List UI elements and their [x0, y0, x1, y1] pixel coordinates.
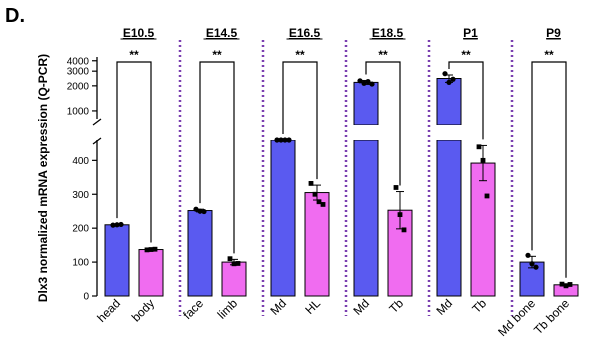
bar — [270, 139, 296, 297]
y-tick-label: 4000 — [67, 56, 90, 67]
y-tick-label: 3000 — [67, 67, 90, 78]
data-point — [559, 281, 565, 287]
group-title: E14.5 — [206, 26, 238, 40]
data-point — [114, 222, 120, 228]
data-point — [446, 79, 452, 85]
bar — [470, 162, 496, 297]
data-point — [361, 80, 367, 86]
y-axis-label: Dlx3 normalized mRNA expression (Q-PCR) — [36, 54, 50, 302]
bar — [353, 139, 379, 297]
x-tick-label: Md — [433, 296, 455, 318]
data-point — [316, 199, 322, 205]
bar-break-gap — [353, 125, 379, 140]
significance-bracket — [116, 61, 152, 243]
data-point — [525, 252, 531, 258]
data-point — [442, 71, 448, 77]
bar — [221, 261, 247, 297]
data-point — [567, 282, 573, 287]
bar — [138, 249, 164, 297]
significance-label: ** — [378, 48, 388, 62]
data-point — [118, 221, 124, 228]
data-point — [110, 222, 116, 228]
bar — [436, 139, 462, 297]
x-tick-label: body — [129, 296, 157, 324]
data-point — [227, 256, 233, 262]
data-point — [193, 206, 199, 212]
x-tick-label: limb — [215, 296, 241, 322]
data-point — [231, 261, 237, 267]
bar — [436, 78, 462, 126]
data-point — [484, 193, 490, 199]
x-tick-label: Tb — [386, 296, 406, 316]
group-title: E18.5 — [372, 26, 404, 40]
x-tick-label: Md — [350, 296, 372, 318]
data-point — [148, 247, 154, 252]
bar — [187, 210, 213, 297]
y-tick-label: 100 — [72, 258, 89, 269]
bar-break-gap — [436, 125, 462, 140]
data-point — [476, 144, 482, 150]
significance-label: ** — [129, 48, 139, 62]
significance-bracket — [365, 61, 401, 186]
data-point — [397, 212, 403, 218]
group-title: P1 — [463, 26, 478, 40]
bar — [104, 224, 130, 297]
data-point — [312, 191, 318, 197]
group-title: E16.5 — [289, 26, 321, 40]
significance-label: ** — [461, 48, 471, 62]
y-tick-label: 200 — [72, 224, 89, 235]
significance-label: ** — [212, 48, 222, 62]
data-point — [278, 137, 284, 143]
significance-bracket — [199, 61, 235, 254]
data-point — [282, 137, 288, 143]
x-tick-label: face — [180, 296, 206, 322]
x-tick-label: HL — [302, 296, 323, 317]
bar — [304, 192, 330, 297]
data-point — [401, 227, 407, 233]
x-tick-label: Tb — [469, 296, 489, 316]
x-tick-label: Md — [267, 296, 289, 318]
data-point — [152, 246, 158, 252]
bar — [353, 81, 379, 126]
y-tick-label: 400 — [72, 156, 89, 167]
x-tick-label: Tb bone — [531, 296, 572, 337]
axis-break-mark — [92, 137, 102, 145]
data-point — [393, 185, 399, 190]
data-point — [480, 157, 486, 163]
y-tick-label: 2000 — [67, 81, 90, 92]
panel-label: D. — [5, 5, 25, 27]
data-point — [197, 208, 203, 214]
plot-area: E10.5 head body ** E14.5 face limb ** E16.5 Md HL *… — [94, 26, 579, 339]
data-point — [529, 261, 535, 267]
y-tick-label: 0 — [83, 292, 89, 303]
data-point — [533, 264, 539, 270]
x-tick-label: Md bone — [495, 296, 538, 339]
data-point — [357, 78, 363, 84]
data-point — [274, 137, 280, 143]
group-title: E10.5 — [123, 26, 155, 40]
axis-break-mark — [92, 118, 102, 126]
data-point — [286, 137, 292, 143]
data-point — [369, 81, 375, 87]
data-point — [308, 181, 314, 186]
significance-bracket — [531, 61, 567, 278]
data-point — [201, 208, 207, 215]
data-point — [144, 247, 150, 253]
significance-bracket — [282, 61, 318, 180]
data-point — [320, 202, 326, 207]
significance-bracket — [448, 61, 484, 140]
data-point — [365, 78, 371, 85]
data-point — [450, 76, 456, 82]
group-title: P9 — [546, 26, 561, 40]
data-point — [563, 283, 569, 289]
y-tick-label: 300 — [72, 190, 89, 201]
significance-label: ** — [295, 48, 305, 62]
x-tick-label: head — [94, 296, 123, 325]
y-tick-label: 1000 — [67, 106, 90, 117]
significance-label: ** — [544, 48, 554, 62]
data-point — [235, 261, 241, 266]
